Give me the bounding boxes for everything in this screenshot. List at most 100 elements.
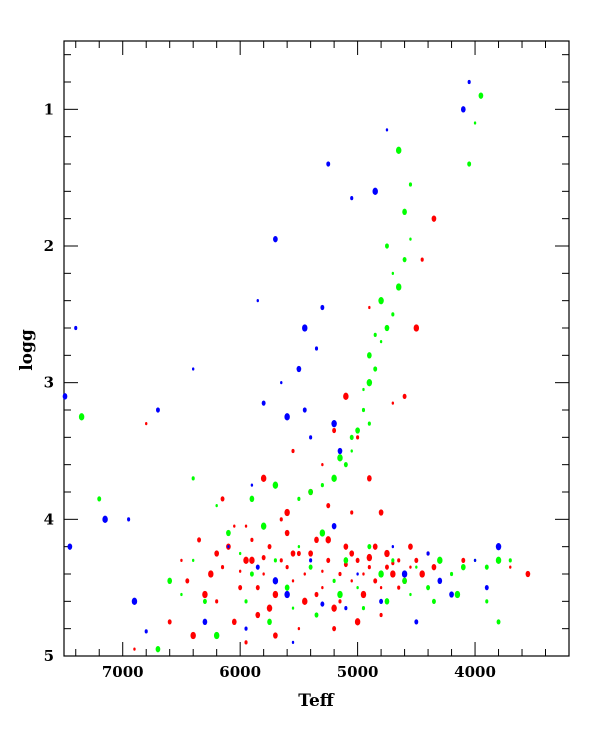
data-point bbox=[272, 481, 279, 489]
data-point bbox=[402, 208, 407, 215]
data-point bbox=[473, 121, 477, 125]
data-point bbox=[431, 564, 437, 571]
data-point bbox=[485, 599, 489, 604]
data-point bbox=[291, 448, 295, 454]
data-point bbox=[302, 407, 307, 413]
data-point bbox=[361, 606, 366, 611]
data-point bbox=[391, 545, 395, 549]
data-point bbox=[226, 529, 231, 537]
data-point bbox=[467, 161, 472, 167]
data-point bbox=[144, 629, 148, 634]
data-point bbox=[303, 572, 306, 576]
x-tick-label: 6000 bbox=[219, 663, 261, 681]
data-point bbox=[414, 619, 419, 625]
data-point bbox=[155, 646, 161, 653]
data-point bbox=[454, 590, 461, 599]
y-tick-label: 3 bbox=[44, 374, 54, 392]
data-point bbox=[250, 483, 254, 487]
data-point bbox=[343, 557, 349, 564]
data-point bbox=[326, 557, 331, 563]
data-point bbox=[473, 558, 477, 562]
data-point bbox=[385, 243, 389, 249]
data-point bbox=[215, 504, 218, 508]
data-point bbox=[284, 584, 290, 591]
data-point bbox=[238, 551, 242, 556]
data-point bbox=[356, 586, 359, 590]
data-point bbox=[309, 435, 313, 440]
data-point bbox=[402, 577, 407, 584]
data-point bbox=[372, 543, 378, 550]
data-point bbox=[395, 283, 402, 291]
data-point bbox=[495, 556, 502, 565]
data-point bbox=[279, 558, 283, 563]
data-point bbox=[419, 570, 425, 578]
data-point bbox=[238, 569, 242, 573]
data-point bbox=[331, 474, 337, 483]
data-point bbox=[102, 515, 108, 524]
data-point bbox=[420, 257, 424, 262]
data-point bbox=[332, 626, 337, 632]
data-point bbox=[279, 517, 283, 522]
data-point bbox=[431, 598, 436, 604]
data-point bbox=[191, 476, 195, 481]
data-point bbox=[344, 606, 348, 611]
data-point bbox=[249, 495, 255, 502]
data-point bbox=[202, 598, 207, 604]
data-point bbox=[180, 592, 183, 597]
y-tick-label: 5 bbox=[44, 647, 54, 665]
data-point bbox=[255, 585, 260, 591]
data-point bbox=[291, 640, 295, 644]
data-point bbox=[378, 296, 384, 305]
data-point bbox=[244, 640, 248, 645]
data-point bbox=[302, 324, 308, 332]
data-point bbox=[373, 332, 377, 337]
data-point bbox=[291, 606, 295, 610]
data-point bbox=[155, 407, 160, 413]
data-point bbox=[350, 196, 354, 201]
data-point bbox=[391, 558, 395, 563]
data-point bbox=[437, 577, 443, 584]
data-point bbox=[167, 577, 173, 584]
y-tick-labels: 1 2 3 4 5 bbox=[44, 100, 54, 665]
data-point bbox=[180, 558, 183, 562]
data-point bbox=[367, 475, 372, 482]
data-point bbox=[332, 427, 337, 434]
data-point bbox=[74, 325, 78, 331]
data-point bbox=[397, 558, 401, 563]
data-point bbox=[255, 611, 261, 619]
data-point bbox=[260, 474, 267, 483]
data-point bbox=[320, 483, 324, 488]
data-point bbox=[297, 496, 301, 501]
data-point bbox=[362, 387, 365, 392]
data-point bbox=[297, 627, 301, 631]
data-point bbox=[484, 564, 489, 570]
data-point bbox=[249, 571, 254, 577]
data-point bbox=[349, 550, 355, 557]
data-point bbox=[197, 537, 202, 543]
axis-ticks bbox=[64, 41, 570, 657]
data-point bbox=[379, 598, 384, 604]
x-tick-labels: 7000 6000 5000 4000 bbox=[102, 663, 496, 681]
data-point bbox=[185, 578, 190, 584]
data-point bbox=[284, 529, 290, 537]
data-point bbox=[437, 556, 443, 565]
data-point bbox=[326, 161, 331, 167]
data-point bbox=[127, 517, 131, 522]
data-point bbox=[244, 626, 248, 631]
data-point bbox=[525, 570, 531, 578]
data-point bbox=[326, 503, 331, 509]
data-point bbox=[250, 537, 254, 542]
data-point bbox=[409, 565, 412, 569]
data-point bbox=[167, 619, 172, 625]
data-point bbox=[361, 407, 366, 413]
data-point bbox=[337, 447, 343, 455]
data-point bbox=[256, 299, 259, 303]
data-point bbox=[484, 585, 489, 591]
data-point bbox=[309, 558, 313, 563]
data-point bbox=[426, 585, 431, 591]
data-point bbox=[356, 435, 360, 440]
data-point bbox=[401, 570, 408, 578]
data-point bbox=[331, 523, 337, 530]
data-point bbox=[220, 496, 225, 502]
